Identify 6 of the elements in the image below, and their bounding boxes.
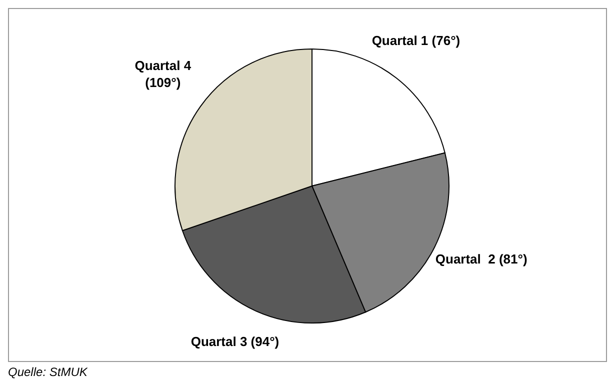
source-note: Quelle: StMUK: [8, 365, 89, 379]
slice-label: Quartal 1 (76°): [372, 32, 460, 48]
slice-label: Quartal 4: [134, 58, 192, 74]
slice-label: Quartal 2 (81°): [435, 251, 528, 266]
data-label: (109°): [145, 75, 181, 90]
slice-label: Quartal 3 (94°): [190, 334, 280, 350]
